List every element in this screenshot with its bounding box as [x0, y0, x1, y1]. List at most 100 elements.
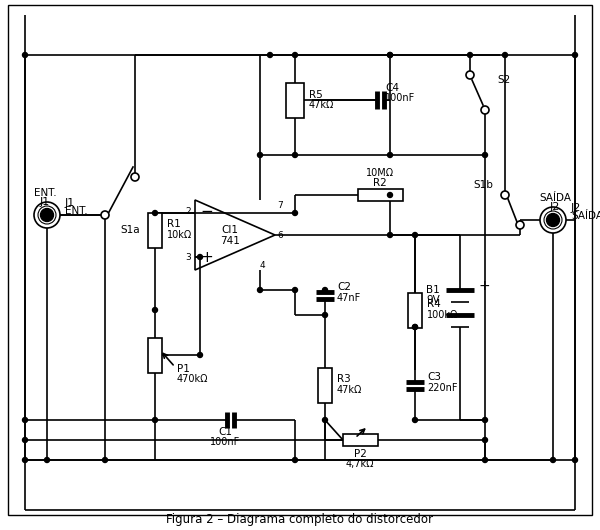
Bar: [148, 213, 162, 248]
Text: 10MΩ: 10MΩ: [366, 168, 394, 178]
Circle shape: [23, 52, 28, 57]
Circle shape: [293, 153, 298, 157]
Circle shape: [23, 437, 28, 443]
Circle shape: [572, 52, 577, 57]
Text: 100nF: 100nF: [210, 437, 240, 447]
Bar: [343, 434, 377, 446]
Text: +: +: [478, 279, 490, 293]
Circle shape: [482, 457, 487, 463]
Text: CI1: CI1: [221, 225, 239, 235]
Circle shape: [547, 214, 560, 226]
Text: SAÍDA: SAÍDA: [571, 211, 600, 221]
Circle shape: [481, 106, 489, 114]
Text: 6: 6: [277, 231, 283, 240]
Bar: [286, 83, 304, 118]
Text: J1: J1: [65, 198, 75, 208]
Circle shape: [268, 52, 272, 57]
Text: ENT.: ENT.: [34, 188, 56, 198]
Circle shape: [501, 191, 509, 199]
Text: 10kΩ: 10kΩ: [167, 230, 192, 240]
Text: J1: J1: [40, 197, 50, 207]
Text: 4,7kΩ: 4,7kΩ: [346, 459, 374, 469]
Circle shape: [503, 52, 508, 57]
Circle shape: [544, 211, 562, 229]
Text: R5: R5: [309, 90, 323, 100]
Circle shape: [516, 221, 524, 229]
Circle shape: [413, 233, 418, 237]
Circle shape: [388, 52, 392, 57]
Text: 741: 741: [220, 236, 240, 246]
Text: 47kΩ: 47kΩ: [309, 100, 334, 110]
Circle shape: [152, 307, 157, 313]
Circle shape: [482, 437, 487, 443]
Text: C3: C3: [427, 372, 441, 382]
Circle shape: [293, 287, 298, 293]
Text: S2: S2: [497, 75, 510, 85]
Circle shape: [482, 418, 487, 422]
Circle shape: [323, 287, 328, 293]
Text: 3: 3: [185, 253, 191, 262]
Circle shape: [197, 352, 203, 358]
Circle shape: [413, 324, 418, 330]
Circle shape: [482, 153, 487, 157]
Circle shape: [152, 418, 157, 422]
Circle shape: [413, 324, 418, 330]
Text: ENT.: ENT.: [65, 206, 88, 216]
Text: −: −: [200, 205, 214, 219]
Circle shape: [197, 254, 203, 260]
Text: P1: P1: [177, 364, 190, 374]
Circle shape: [572, 457, 577, 463]
Text: C1: C1: [218, 427, 232, 437]
Text: 47nF: 47nF: [337, 293, 361, 303]
Text: S1a: S1a: [120, 225, 140, 235]
Bar: [408, 293, 422, 328]
Circle shape: [466, 71, 474, 79]
Text: B1: B1: [426, 285, 440, 295]
Text: C4: C4: [385, 83, 399, 93]
Circle shape: [257, 153, 263, 157]
Bar: [358, 189, 403, 201]
Circle shape: [152, 210, 157, 216]
Circle shape: [103, 457, 107, 463]
Text: Figura 2 – Diagrama completo do distorcedor: Figura 2 – Diagrama completo do distorce…: [167, 514, 433, 526]
Text: 100nF: 100nF: [385, 93, 415, 103]
Circle shape: [293, 210, 298, 216]
Text: R1: R1: [167, 219, 181, 229]
Circle shape: [257, 287, 263, 293]
Circle shape: [467, 52, 473, 57]
Text: J2: J2: [550, 202, 560, 212]
Circle shape: [131, 173, 139, 181]
Text: 4: 4: [259, 261, 265, 269]
Text: 9V: 9V: [426, 295, 440, 305]
Text: P2: P2: [353, 449, 367, 459]
Text: 100kΩ: 100kΩ: [427, 310, 458, 320]
Circle shape: [293, 52, 298, 57]
Circle shape: [540, 207, 566, 233]
Circle shape: [323, 418, 328, 422]
Text: +: +: [200, 251, 214, 266]
Circle shape: [41, 208, 53, 222]
Text: 470kΩ: 470kΩ: [177, 374, 209, 384]
Bar: [318, 367, 332, 402]
Circle shape: [388, 52, 392, 57]
Text: 7: 7: [277, 200, 283, 209]
Bar: [148, 338, 162, 373]
Text: R2: R2: [373, 178, 387, 188]
Text: J2: J2: [571, 203, 581, 213]
Text: R4: R4: [427, 299, 441, 309]
Circle shape: [34, 202, 60, 228]
Text: S1b: S1b: [473, 180, 493, 190]
Text: 47kΩ: 47kΩ: [337, 385, 362, 395]
Text: C2: C2: [337, 282, 351, 292]
Circle shape: [23, 457, 28, 463]
Circle shape: [388, 153, 392, 157]
Circle shape: [44, 457, 49, 463]
Text: 2: 2: [185, 208, 191, 216]
Circle shape: [101, 211, 109, 219]
Circle shape: [23, 418, 28, 422]
Circle shape: [388, 192, 392, 198]
Text: R3: R3: [337, 374, 351, 384]
Circle shape: [293, 457, 298, 463]
Circle shape: [323, 313, 328, 317]
Text: 220nF: 220nF: [427, 383, 458, 393]
